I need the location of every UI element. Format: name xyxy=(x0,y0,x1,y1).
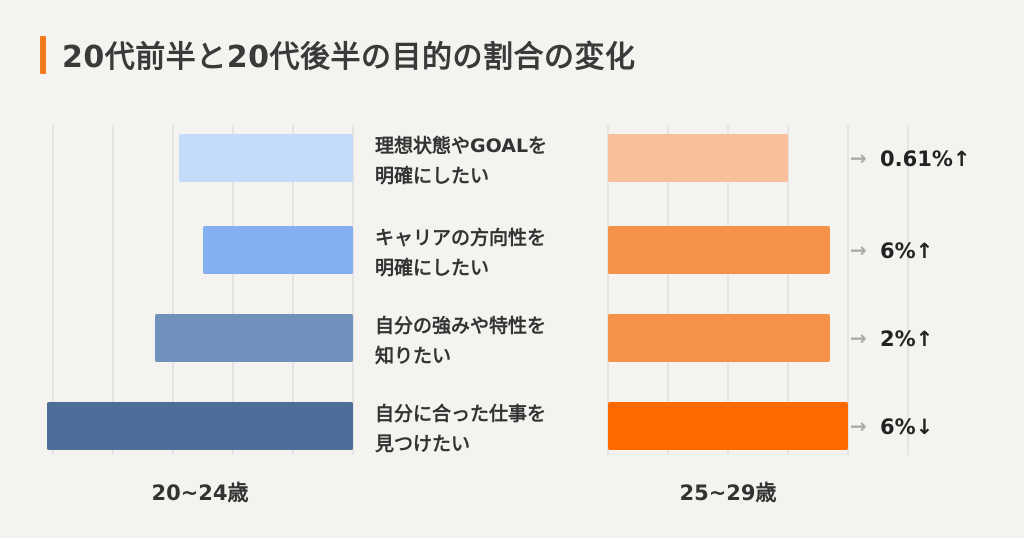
bar-20-24 xyxy=(203,226,353,274)
change-label: 6%↑ xyxy=(880,239,933,263)
bar-20-24 xyxy=(155,314,353,362)
category-label: 見つけたい xyxy=(375,433,470,455)
bar-20-24 xyxy=(47,402,353,450)
category-label: 自分に合った仕事を xyxy=(375,402,546,425)
change-label: 2%↑ xyxy=(880,327,933,351)
arrow-icon: → xyxy=(850,238,867,262)
bar-25-29 xyxy=(608,314,830,362)
arrow-icon: → xyxy=(850,326,867,350)
category-label: 理想状態やGOALを xyxy=(375,134,547,157)
axis-label-25-29: 25~29歳 xyxy=(679,481,776,505)
bar-25-29 xyxy=(608,402,848,450)
title-accent-bar xyxy=(40,36,46,74)
change-label: 6%↓ xyxy=(880,415,933,439)
bar-25-29 xyxy=(608,134,788,182)
bar-20-24 xyxy=(179,134,353,182)
category-label: 明確にしたい xyxy=(375,164,489,187)
category-label: 明確にしたい xyxy=(375,256,489,279)
category-label: キャリアの方向性を xyxy=(375,226,546,249)
category-label: 知りたい xyxy=(375,344,451,367)
chart-title: 20代前半と20代後半の目的の割合の変化 xyxy=(62,40,636,75)
change-label: 0.61%↑ xyxy=(880,147,970,171)
category-label: 自分の強みや特性を xyxy=(375,314,546,337)
arrow-icon: → xyxy=(850,414,867,438)
bar-25-29 xyxy=(608,226,830,274)
arrow-icon: → xyxy=(850,146,867,170)
axis-label-20-24: 20~24歳 xyxy=(151,481,248,505)
